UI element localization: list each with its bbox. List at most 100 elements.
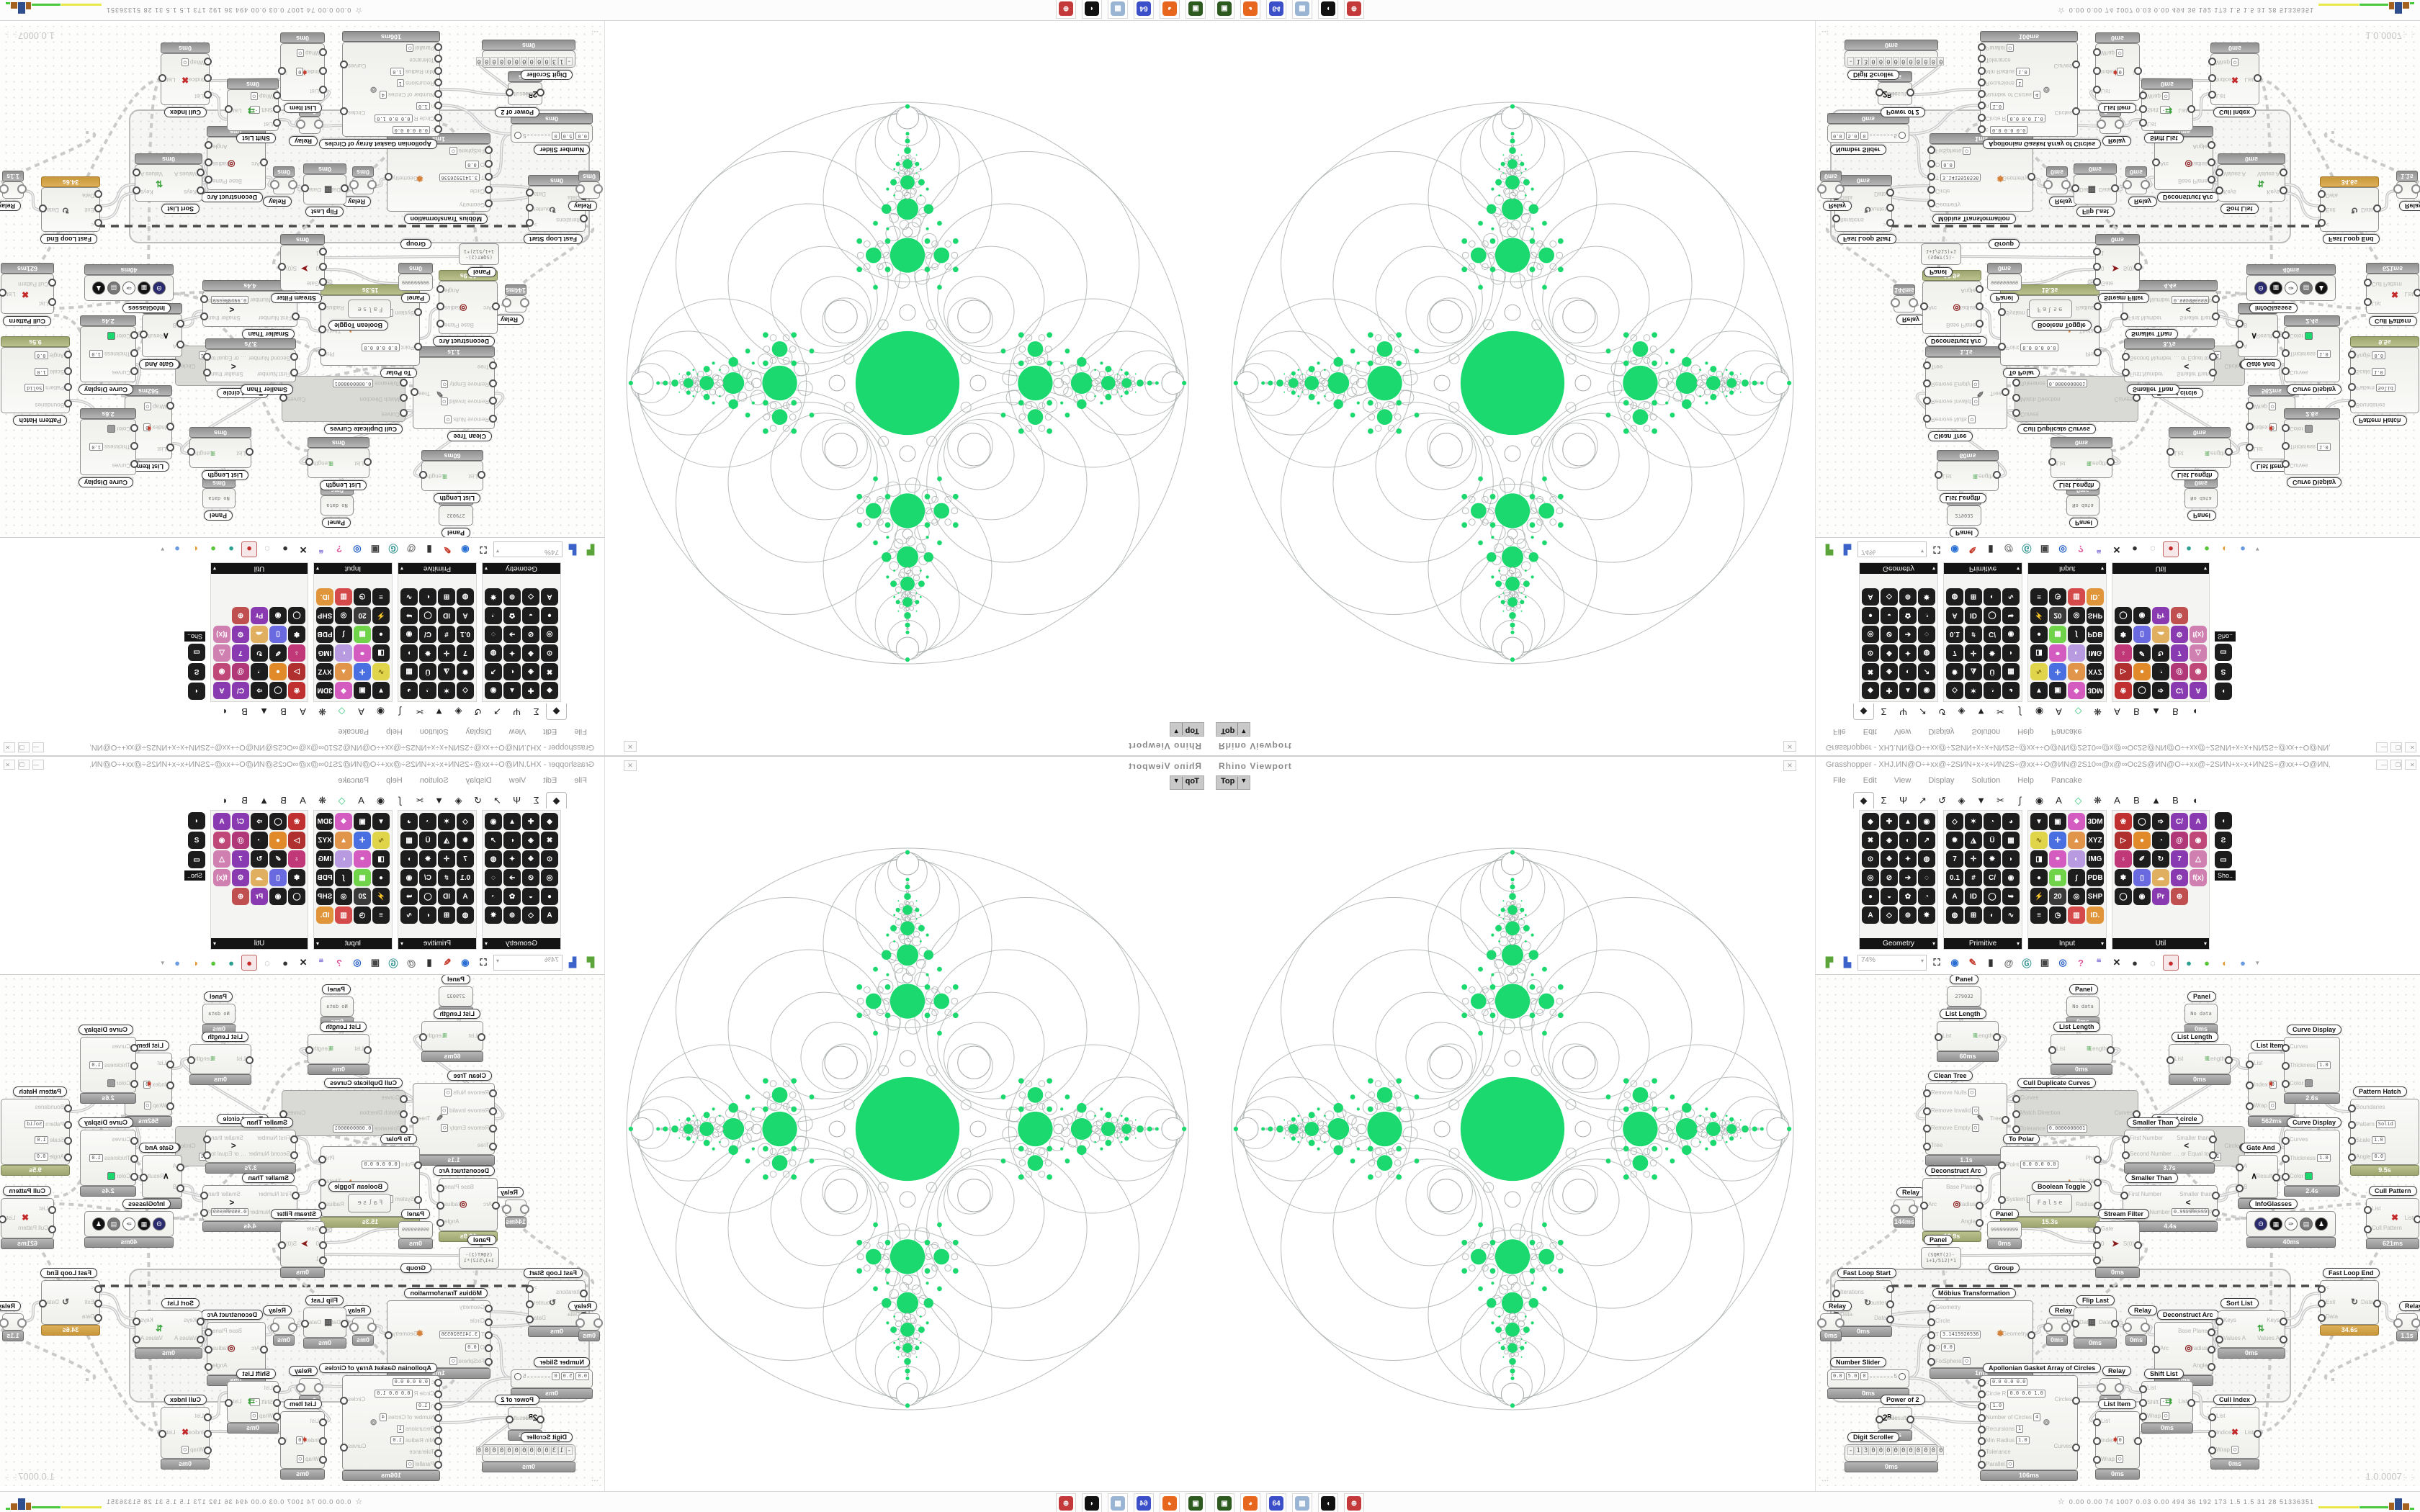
viewport-tab-top[interactable]: Top ▼ <box>1169 722 1204 737</box>
scroller-digit[interactable]: 1 <box>1855 57 1862 66</box>
value-chip[interactable]: ◯ <box>2231 1446 2239 1454</box>
palette-icon[interactable]: ⊕ <box>232 888 249 905</box>
palette-icon[interactable]: IMG <box>2087 850 2104 868</box>
palette-icon[interactable]: ▣ <box>2049 813 2066 830</box>
value-chip[interactable]: 0.0 <box>1941 160 1955 168</box>
node-stream-filter[interactable]: Gate 0 1 S(0) ➤ <box>278 1221 327 1267</box>
app-retro-computer[interactable]: ▣ <box>1186 1493 1206 1512</box>
palette-icon[interactable]: ✿ <box>503 607 521 624</box>
node-cull-pattern[interactable]: List Cull Pattern List ✖ <box>2364 1198 2420 1238</box>
app-calculator[interactable]: ▦ <box>1292 0 1312 19</box>
value-chip[interactable]: ◯ <box>444 1089 452 1097</box>
port-in[interactable] <box>2123 1323 2132 1332</box>
port-out[interactable] <box>203 1135 211 1143</box>
palette-icon[interactable]: ⚙ <box>232 869 249 886</box>
palette-icon[interactable]: ↻ <box>251 644 268 662</box>
port-in[interactable] <box>166 423 174 431</box>
palette-icon[interactable]: ↗ <box>485 663 502 680</box>
toolbar-sketch[interactable]: ✎ <box>1965 541 1981 557</box>
port-out[interactable] <box>225 1399 233 1407</box>
palette-icon[interactable]: ◍ <box>485 644 502 662</box>
tab-plugin-terrain[interactable]: ▲ <box>259 795 269 806</box>
port-in[interactable] <box>1998 343 2006 351</box>
port-in[interactable] <box>434 125 442 133</box>
port-out[interactable] <box>2212 1209 2220 1217</box>
port-out[interactable] <box>2209 353 2217 361</box>
port-in[interactable] <box>400 1110 408 1118</box>
port-out[interactable] <box>2134 1437 2142 1445</box>
node-shift-list[interactable]: List Shift -1 Wrap ◯ List ⇉ <box>2139 1381 2195 1423</box>
app-web-red[interactable]: ⊕ <box>1344 0 1364 19</box>
palette-icon[interactable]: A <box>541 588 558 606</box>
canvas[interactable]: 1.0.0007 ⋮⋮ ... GroupPanel2790320msList … <box>1816 974 2420 1486</box>
zoom-level-combo[interactable]: 74% ▾ <box>1857 541 1927 557</box>
node-deconstruct-arc-2[interactable]: Arc Base Plane Radius Angle ◎ <box>2152 137 2215 190</box>
palette-icon[interactable]: ▲ <box>335 663 352 680</box>
tab-display[interactable]: ◉ <box>2035 795 2044 806</box>
value-chip[interactable]: 0.0 <box>465 160 479 168</box>
value-chip[interactable]: ◯ <box>406 44 414 53</box>
palette-icon[interactable]: f(x) <box>2190 626 2207 643</box>
port-out[interactable] <box>2272 330 2280 338</box>
value-chip[interactable]: 1.0 <box>35 1136 48 1145</box>
close-icon[interactable]: ✕ <box>624 760 637 771</box>
port-out[interactable] <box>2133 394 2141 402</box>
app-cat-app[interactable]: ◖ <box>1318 1493 1338 1512</box>
palette-icon[interactable]: ≡ <box>2030 588 2048 606</box>
port-in[interactable] <box>2215 186 2223 195</box>
palette-icon[interactable]: ◔ <box>1918 607 1935 624</box>
port-in[interactable] <box>2093 1226 2101 1235</box>
toolbar-open-file[interactable]: ▛ <box>583 955 599 971</box>
palette-icon[interactable]: ◔ <box>2152 832 2169 849</box>
node-relay-left[interactable] <box>1817 181 1845 199</box>
port-in[interactable] <box>2364 1205 2372 1214</box>
palette-icon[interactable]: # <box>438 626 455 643</box>
node-list-item-2[interactable]: List Index 0 Wrap ◯ i ➧ <box>278 1411 327 1469</box>
palette-icon[interactable]: ▲ <box>1899 813 1917 830</box>
scroller-digit[interactable]: 0 <box>1885 57 1892 66</box>
toolbar-preview-wireframe[interactable]: ◌ <box>259 541 275 557</box>
scroller-digit[interactable]: - <box>565 57 573 66</box>
tab-plugin-kite[interactable]: ◇ <box>338 706 346 717</box>
rhino-viewport[interactable] <box>605 25 1210 722</box>
palette-icon[interactable]: ∿ <box>2030 663 2048 680</box>
port-in[interactable] <box>367 1323 377 1332</box>
port-in[interactable] <box>319 263 327 271</box>
value-chip[interactable]: 3.1415926536 <box>439 1331 480 1338</box>
palette-icon[interactable]: ✐ <box>2133 644 2151 662</box>
scroller-digit[interactable]: 0 <box>506 1446 513 1455</box>
palette-icon[interactable]: ↗ <box>1918 832 1935 849</box>
scroller-digit[interactable]: 0 <box>1870 57 1877 66</box>
scroller-digit[interactable]: 0 <box>490 1446 498 1455</box>
palette-icon[interactable]: ● <box>1862 888 1879 905</box>
palette-icon[interactable]: △ <box>213 644 230 662</box>
palette-icon[interactable]: ❖ <box>1881 850 1898 868</box>
palette-icon[interactable]: ✿ <box>1899 888 1917 905</box>
toolbar-mode-green[interactable]: ● <box>205 541 221 557</box>
palette-icon[interactable]: ∿ <box>372 832 390 849</box>
slider-body[interactable]: 0.0 5.0 0 5 <box>511 130 592 142</box>
menu-view[interactable]: View <box>508 727 526 736</box>
port-out[interactable] <box>2094 325 2102 333</box>
palette-icon[interactable]: ◉ <box>269 607 287 624</box>
port-in[interactable] <box>593 184 603 194</box>
port-out[interactable] <box>526 204 534 212</box>
palette-icon[interactable]: ✸ <box>1984 850 2001 868</box>
node-sort-list[interactable]: Keys Values A Keys Values A ⇅ <box>2215 1310 2287 1348</box>
palette-icon[interactable]: ▼ <box>372 813 390 830</box>
menu-solution[interactable]: Solution <box>1971 776 2001 785</box>
toolbar-mode-green[interactable]: ● <box>2199 955 2215 971</box>
port-in[interactable] <box>2246 1081 2254 1089</box>
palette-side-icon[interactable]: Ƨ <box>2215 663 2232 680</box>
port-in[interactable] <box>204 74 212 82</box>
tab-plugin-puff[interactable]: ❋ <box>2094 795 2102 806</box>
port-out[interactable] <box>187 1056 195 1064</box>
port-out[interactable] <box>200 312 208 320</box>
port-out[interactable] <box>2414 289 2420 297</box>
port-in[interactable] <box>2215 1335 2223 1344</box>
port-in[interactable] <box>64 1120 72 1129</box>
port-in[interactable] <box>2348 351 2356 359</box>
node-panel-279032[interactable]: 279032 <box>1947 986 1981 1007</box>
palette-icon[interactable]: ◯ <box>269 813 287 830</box>
